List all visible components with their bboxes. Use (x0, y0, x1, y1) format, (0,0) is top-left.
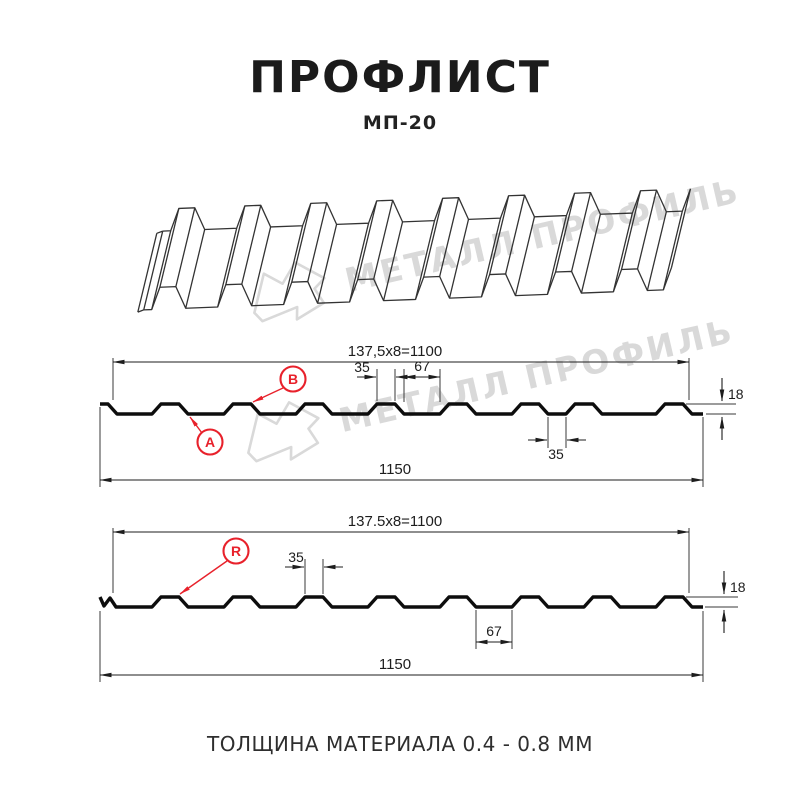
profile-section-top: 137,5x8=1100 35 67 18 35 1150 A B (99, 343, 744, 487)
profile-outline-bottom (98, 595, 703, 609)
sheet-rib-edges (151, 188, 692, 310)
ext-lines (99, 528, 738, 682)
dim-profile-height: 18 (728, 386, 744, 402)
profile-outline-top (100, 402, 703, 416)
dim-groove-width: 35 (548, 446, 564, 462)
sheet-back-edge (162, 188, 692, 232)
callout-a: A (189, 416, 224, 456)
callout-r: R (179, 537, 250, 595)
page-title: ПРОФЛИСТ (249, 52, 551, 103)
dim-valley-width: 67 (414, 358, 430, 374)
dim-rib-top-width: 35 (288, 549, 304, 565)
dim-profile-height: 18 (730, 579, 746, 595)
profile-section-bottom: 137.5x8=1100 35 18 67 1150 R (98, 513, 746, 682)
dim-total-width: 1150 (379, 461, 411, 478)
callout-b-letter: B (288, 371, 298, 387)
dim-rib-top-width: 35 (354, 359, 370, 375)
sheet-3d-view (137, 188, 692, 313)
dim-pitch-formula: 137,5x8=1100 (348, 343, 442, 360)
callout-a-letter: A (205, 434, 215, 450)
callout-b: B (252, 365, 307, 403)
profile-model-subtitle: МП-20 (362, 112, 438, 134)
dim-pitch-formula: 137.5x8=1100 (348, 513, 442, 530)
dim-valley-width: 67 (486, 623, 502, 639)
sheet-cut-edge (137, 230, 164, 313)
ext-lines (99, 358, 736, 487)
callout-r-letter: R (231, 543, 241, 559)
dim-total-width: 1150 (379, 656, 411, 673)
thickness-note: ТОЛЩИНА МАТЕРИАЛА 0.4 - 0.8 ММ (207, 732, 593, 756)
